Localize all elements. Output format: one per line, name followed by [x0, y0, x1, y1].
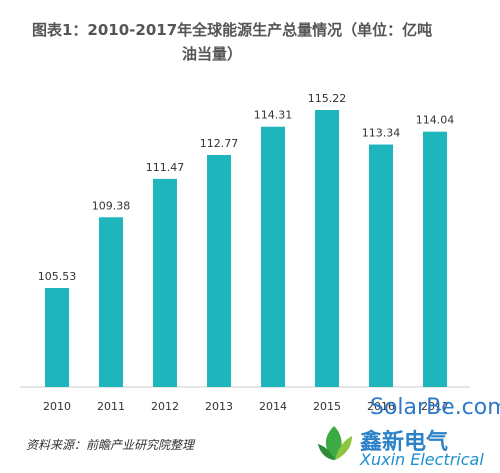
watermark-brand-en: Xuxin Electrical	[360, 450, 484, 469]
x-tick-label-2015: 2015	[313, 400, 341, 413]
data-label-2013: 112.77	[200, 137, 239, 150]
data-label-2010: 105.53	[38, 270, 77, 283]
watermark-brand-cn: 鑫新电气	[360, 430, 449, 455]
bar-2012	[153, 178, 177, 387]
x-tick-label-2013: 2013	[205, 400, 233, 413]
data-label-2017: 114.04	[416, 114, 455, 127]
data-label-2012: 111.47	[146, 161, 185, 174]
chart-title-line1: 图表1：2010-2017年全球能源生产总量情况（单位：亿吨	[32, 21, 433, 39]
chart-title: 图表1：2010-2017年全球能源生产总量情况（单位：亿吨 油当量）	[32, 18, 472, 66]
x-tick-label-2014: 2014	[259, 400, 287, 413]
data-label-2016: 113.34	[362, 127, 401, 140]
watermark-site: SolarBe.com	[370, 395, 500, 420]
bar-2016	[369, 144, 393, 387]
data-label-2015: 115.22	[308, 92, 347, 105]
source-note: 资料来源：前瞻产业研究院整理	[26, 438, 195, 452]
x-tick-label-2017: 2017	[421, 400, 449, 413]
chart-title-line2: 油当量）	[182, 45, 243, 63]
bar-2017	[423, 131, 447, 387]
x-tick-label-2012: 2012	[151, 400, 179, 413]
leaf-logo-icon	[318, 426, 352, 460]
bar-2013	[207, 155, 231, 387]
bar-2010	[45, 288, 69, 387]
x-tick-label-2010: 2010	[43, 400, 71, 413]
x-tick-label-2016: 2016	[367, 400, 395, 413]
bar-2011	[99, 217, 123, 387]
data-label-2011: 109.38	[92, 199, 131, 212]
data-label-2014: 114.31	[254, 109, 293, 122]
bar-2015	[315, 110, 339, 387]
bar-2014	[261, 126, 285, 388]
x-tick-label-2011: 2011	[97, 400, 125, 413]
